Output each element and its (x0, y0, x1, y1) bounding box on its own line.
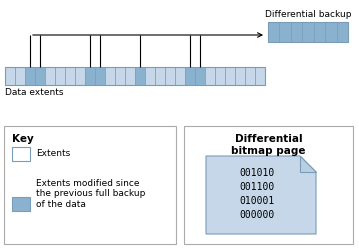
Text: Extents: Extents (36, 150, 70, 158)
Bar (5, 67, 265, 85)
Bar (12, 147, 30, 161)
Polygon shape (206, 156, 316, 234)
Bar (35, 67, 45, 85)
Text: Differential backup: Differential backup (265, 10, 351, 19)
Bar (314, 22, 325, 42)
Bar (175, 67, 185, 85)
Bar (45, 67, 55, 85)
Bar (279, 22, 291, 42)
Bar (235, 67, 245, 85)
Bar (95, 67, 105, 85)
Bar (55, 67, 65, 85)
Bar (205, 67, 215, 85)
Bar (5, 67, 15, 85)
Bar (195, 67, 205, 85)
Bar (135, 67, 145, 85)
FancyBboxPatch shape (184, 126, 353, 244)
Bar (268, 22, 348, 42)
Bar (25, 67, 35, 85)
Text: Key: Key (12, 134, 34, 144)
Bar (85, 67, 95, 85)
Bar (215, 67, 225, 85)
Bar (302, 22, 314, 42)
Text: 001100: 001100 (239, 182, 275, 192)
Text: 010001: 010001 (239, 196, 275, 206)
Bar (125, 67, 135, 85)
Bar (268, 22, 279, 42)
Text: 000000: 000000 (239, 210, 275, 220)
Text: Extents modified since
the previous full backup
of the data: Extents modified since the previous full… (36, 179, 145, 209)
Bar (12, 197, 30, 211)
Bar (255, 67, 265, 85)
Bar (225, 67, 235, 85)
Text: Data extents: Data extents (5, 88, 64, 97)
Polygon shape (300, 156, 316, 172)
Bar (165, 67, 175, 85)
Text: Differential
bitmap page: Differential bitmap page (231, 134, 306, 155)
Text: 001010: 001010 (239, 168, 275, 178)
Bar (155, 67, 165, 85)
Bar (291, 22, 302, 42)
Bar (75, 67, 85, 85)
Bar (15, 67, 25, 85)
Bar (145, 67, 155, 85)
Bar (245, 67, 255, 85)
Bar (115, 67, 125, 85)
Bar (337, 22, 348, 42)
FancyBboxPatch shape (4, 126, 176, 244)
Bar (185, 67, 195, 85)
Bar (65, 67, 75, 85)
Bar (105, 67, 115, 85)
Bar (325, 22, 337, 42)
